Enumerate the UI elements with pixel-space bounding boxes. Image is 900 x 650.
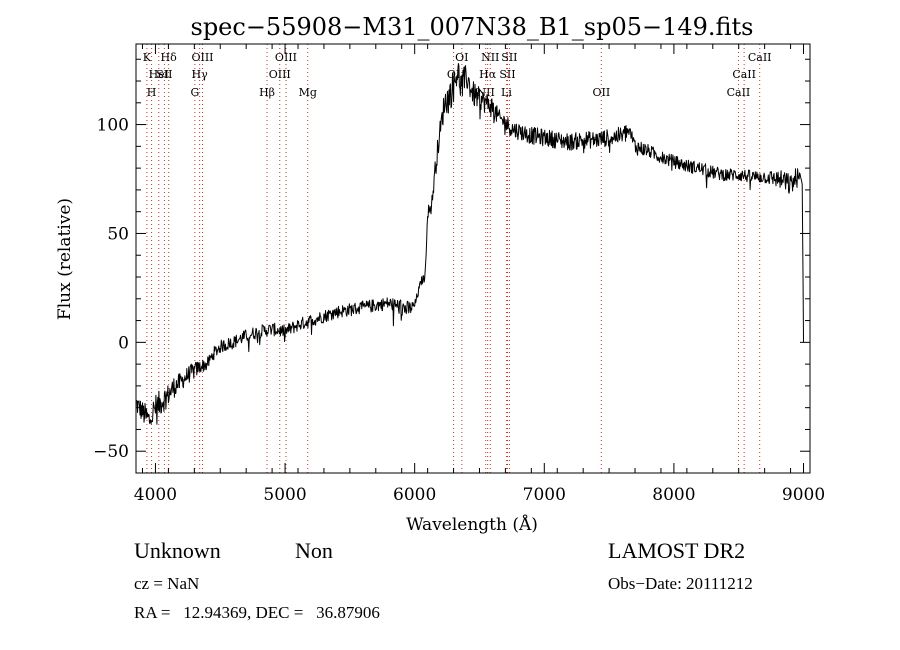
x-axis-label: Wavelength (Å) xyxy=(406,514,538,535)
line-label: SII xyxy=(501,51,517,64)
x-tick-label: 4000 xyxy=(134,485,177,505)
line-label: Li xyxy=(501,86,512,99)
line-label: Mg xyxy=(299,86,317,99)
line-label: SII xyxy=(499,68,515,81)
line-label: NII xyxy=(481,51,499,64)
x-tick-label: 7000 xyxy=(523,485,566,505)
line-label: Hγ xyxy=(192,68,209,81)
x-tick-label: 6000 xyxy=(393,485,436,505)
y-tick-label: 50 xyxy=(107,224,129,244)
y-tick-label: −50 xyxy=(93,442,129,462)
line-label: NII xyxy=(477,86,495,99)
x-tick-label: 8000 xyxy=(652,485,695,505)
x-tick-label: 9000 xyxy=(782,485,825,505)
line-label: K xyxy=(143,51,152,64)
line-label: OI xyxy=(455,51,468,64)
line-label: Hβ xyxy=(259,86,275,99)
line-label: G xyxy=(190,86,199,99)
subclass-label: Non xyxy=(295,538,333,563)
line-label: OII xyxy=(592,86,610,99)
line-label: OIII xyxy=(191,51,213,64)
line-label: Hδ xyxy=(161,51,178,64)
line-label: CaII xyxy=(727,86,751,99)
cz-value: cz = NaN xyxy=(134,574,200,593)
coordinates: RA = 12.94369, DEC = 36.87906 xyxy=(134,603,380,622)
axis-ticks: 4000 5000 6000 7000 8000 9000 −50 0 50 100 xyxy=(93,44,825,505)
line-label: SII xyxy=(156,68,172,81)
line-label: Hα xyxy=(479,68,497,81)
line-label: CaII xyxy=(748,51,772,64)
plot-frame xyxy=(135,43,811,474)
y-tick-label: 0 xyxy=(118,333,129,353)
class-label: Unknown xyxy=(134,538,221,563)
spectral-line-markers: KHHeIHδSIIGHγOIIIHβOIIIOIIIMgOIOINIIHαNI… xyxy=(143,44,772,473)
line-label: HeI xyxy=(149,68,169,81)
spectrum-series xyxy=(135,63,804,425)
line-label: CaII xyxy=(732,68,756,81)
obs-date: Obs−Date: 20111212 xyxy=(608,574,753,593)
survey-label: LAMOST DR2 xyxy=(608,538,746,563)
line-label: H xyxy=(147,86,157,99)
line-label: OIII xyxy=(269,68,291,81)
line-label: OIII xyxy=(275,51,297,64)
y-tick-label: 100 xyxy=(97,116,129,136)
x-tick-label: 5000 xyxy=(263,485,306,505)
chart-title: spec−55908−M31_007N38_B1_sp05−149.fits xyxy=(191,13,754,41)
spectrum-line xyxy=(135,63,804,425)
y-axis-label: Flux (relative) xyxy=(55,198,75,320)
